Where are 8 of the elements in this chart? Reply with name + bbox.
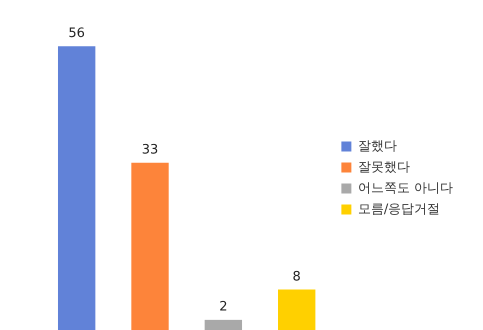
data-label: 2 bbox=[219, 300, 228, 315]
legend-label: 어느쪽도 아니다 bbox=[358, 180, 454, 196]
data-label: 56 bbox=[68, 26, 85, 42]
legend-label: 잘했다 bbox=[358, 138, 397, 154]
legend-label: 잘못했다 bbox=[358, 160, 410, 175]
data-label: 33 bbox=[142, 142, 158, 158]
data-label: 8 bbox=[292, 269, 301, 284]
legend-label: 모름/응답거절 bbox=[358, 202, 440, 217]
